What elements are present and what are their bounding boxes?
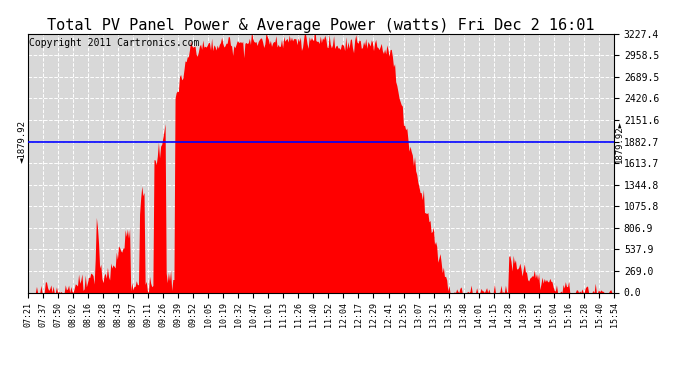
Title: Total PV Panel Power & Average Power (watts) Fri Dec 2 16:01: Total PV Panel Power & Average Power (wa… (47, 18, 595, 33)
Text: ◄1879.92: ◄1879.92 (18, 120, 27, 163)
Text: Copyright 2011 Cartronics.com: Copyright 2011 Cartronics.com (29, 38, 199, 48)
Text: 1879.92►: 1879.92► (615, 120, 624, 163)
